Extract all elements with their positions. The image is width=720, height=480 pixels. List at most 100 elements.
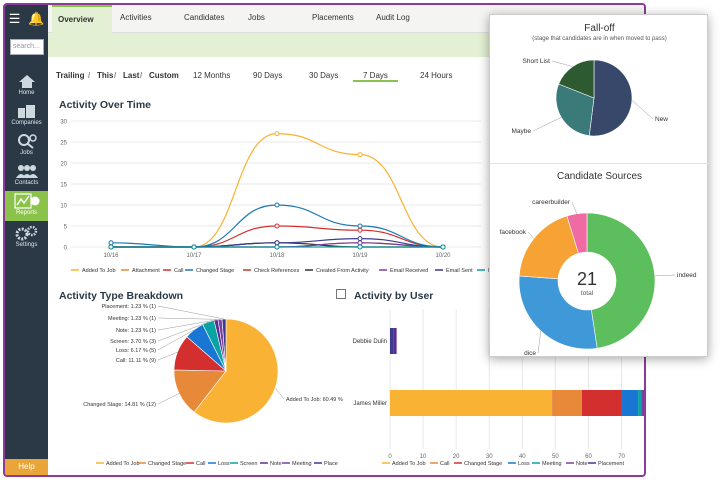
settings-icon bbox=[15, 225, 37, 241]
sidebar-item-companies[interactable]: Companies bbox=[5, 101, 48, 131]
y-tick-label: 15 bbox=[60, 183, 67, 189]
tab-placements[interactable]: Placements bbox=[312, 13, 354, 22]
sidebar-item-jobs[interactable]: Jobs bbox=[5, 131, 48, 161]
donut-leader-line bbox=[537, 330, 541, 354]
range-mode-last[interactable]: Last bbox=[123, 71, 140, 80]
x-tick-label: 20 bbox=[453, 454, 460, 460]
y-tick-label: 5 bbox=[64, 225, 68, 231]
expand-icon[interactable] bbox=[336, 289, 346, 299]
legend-label: Note bbox=[576, 461, 588, 467]
tab-overview[interactable]: Overview bbox=[52, 5, 112, 33]
sidebar: ☰ 🔔 search... Home Companies Jobs Contac… bbox=[5, 5, 48, 475]
pie-label: Note: 1.23 % (1) bbox=[116, 328, 156, 334]
legend-label: Changed Stage bbox=[464, 461, 502, 467]
donut-label: dice bbox=[524, 350, 536, 355]
data-point bbox=[357, 152, 363, 158]
legend-label: Email Received bbox=[390, 268, 428, 273]
falloff-subtitle: (stage that candidates are in when moved… bbox=[532, 36, 667, 42]
pie-label: Loss: 6.17 % (5) bbox=[116, 348, 156, 354]
donut-leader-line bbox=[527, 231, 535, 239]
legend-label: Added To Job bbox=[82, 268, 116, 273]
legend-label: Meeting bbox=[542, 461, 562, 467]
falloff-title: Fall-off bbox=[584, 23, 615, 34]
sidebar-item-label: Companies bbox=[11, 120, 42, 126]
data-point bbox=[191, 244, 197, 250]
donut-total-label: total bbox=[581, 290, 594, 297]
range-12-months[interactable]: 12 Months bbox=[193, 71, 231, 80]
tab-candidates[interactable]: Candidates bbox=[184, 13, 225, 22]
pie-leader-line bbox=[274, 387, 285, 400]
pie-slice bbox=[173, 369, 227, 413]
range-separator: / bbox=[114, 71, 117, 80]
range-mode-trailing[interactable]: Trailing bbox=[56, 71, 85, 80]
range-90-days[interactable]: 90 Days bbox=[253, 71, 283, 80]
range-24-hours[interactable]: 24 Hours bbox=[420, 71, 453, 80]
tab-activities[interactable]: Activities bbox=[120, 13, 152, 22]
x-tick-label: 30 bbox=[486, 454, 493, 460]
activity-type-breakdown-chart: Added To Job: 60.49 % Changed Stage: 14.8… bbox=[83, 304, 343, 467]
help-button[interactable]: Help bbox=[5, 459, 48, 475]
x-tick-label: 10/19 bbox=[352, 253, 368, 259]
pie-leader-line bbox=[631, 100, 654, 120]
legend-label: Attachment bbox=[132, 268, 160, 273]
range-mode-custom[interactable]: Custom bbox=[149, 71, 179, 80]
pie-label: Meeting: 1.23 % (1) bbox=[108, 316, 156, 322]
y-tick-label: 20 bbox=[60, 162, 67, 168]
donut-slice bbox=[566, 212, 588, 254]
legend-label: Screen bbox=[240, 461, 257, 467]
bar-segment bbox=[638, 390, 642, 416]
bar-segment bbox=[393, 328, 397, 354]
sidebar-item-label: Contacts bbox=[14, 180, 39, 186]
bar-segment bbox=[390, 390, 553, 416]
legend-label: Email Sent bbox=[446, 268, 473, 273]
range-mode-this[interactable]: This bbox=[97, 71, 114, 80]
date-range-selector: Trailing / This / Last / Custom 12 Month… bbox=[48, 63, 644, 87]
data-point bbox=[357, 244, 363, 250]
range-30-days[interactable]: 30 Days bbox=[309, 71, 339, 80]
sidebar-item-home[interactable]: Home bbox=[5, 71, 48, 101]
x-tick-label: 10/16 bbox=[103, 253, 119, 259]
pie-leader-line bbox=[551, 60, 573, 67]
data-point bbox=[274, 244, 280, 250]
legend-label: Created From Activity bbox=[316, 268, 369, 273]
stats-popup: Fall-off (stage that candidates are in w… bbox=[489, 14, 709, 357]
pie-leader-line bbox=[157, 351, 178, 361]
pie-leader-line bbox=[157, 305, 225, 320]
bell-icon[interactable]: 🔔 bbox=[28, 10, 45, 26]
pie-leader-line bbox=[157, 321, 209, 342]
sidebar-item-contacts[interactable]: Contacts bbox=[5, 161, 48, 191]
x-tick-label: 0 bbox=[388, 454, 392, 460]
bar-segment bbox=[581, 390, 622, 416]
activity-by-user-title: Activity by User bbox=[354, 290, 434, 302]
data-point bbox=[108, 240, 114, 246]
tab-audit-log[interactable]: Audit Log bbox=[376, 13, 410, 22]
pie-slice bbox=[558, 59, 595, 99]
sidebar-item-reports[interactable]: Reports bbox=[5, 191, 48, 221]
data-point bbox=[108, 244, 114, 250]
range-separator: / bbox=[140, 71, 143, 80]
activity-over-time-title: Activity Over Time bbox=[59, 99, 152, 111]
activity-type-breakdown-title: Activity Type Breakdown bbox=[59, 290, 184, 302]
legend-label: Loss bbox=[218, 461, 230, 467]
y-category-label: Debbie Dulin bbox=[353, 339, 387, 345]
menu-icon[interactable]: ☰ bbox=[8, 10, 21, 26]
sidebar-search-input[interactable]: search... bbox=[10, 39, 44, 55]
pie-label: Short List bbox=[523, 58, 551, 65]
donut-label: careerbuilder bbox=[532, 199, 571, 206]
data-point bbox=[274, 202, 280, 208]
tab-jobs[interactable]: Jobs bbox=[248, 13, 265, 22]
bar-segment bbox=[390, 328, 394, 354]
range-7-days[interactable]: 7 Days bbox=[353, 71, 398, 82]
sidebar-item-settings[interactable]: Settings bbox=[5, 223, 48, 253]
sidebar-top: ☰ 🔔 bbox=[5, 5, 48, 32]
donut-label: indeed bbox=[677, 272, 697, 279]
legend-label: Call bbox=[174, 268, 183, 273]
pie-leader-line bbox=[157, 319, 217, 331]
bar-segment bbox=[641, 390, 644, 416]
data-point bbox=[357, 236, 363, 242]
pie-label: Screen: 3.70 % (3) bbox=[110, 339, 156, 345]
data-point bbox=[274, 240, 280, 246]
donut-total-value: 21 bbox=[577, 269, 597, 289]
sidebar-item-label: Reports bbox=[15, 210, 37, 216]
